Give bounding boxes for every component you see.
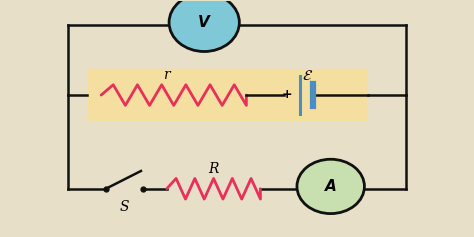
Text: r: r (164, 68, 170, 82)
Bar (87, 69, 368, 121)
Ellipse shape (169, 0, 239, 51)
Text: R: R (209, 162, 219, 176)
Text: $\mathcal{E}$: $\mathcal{E}$ (302, 68, 313, 83)
Bar (3, 1, 55, 236)
Text: S: S (120, 200, 129, 214)
Bar (419, 1, 471, 236)
Ellipse shape (297, 159, 365, 214)
Text: V: V (198, 15, 210, 30)
Text: A: A (325, 179, 337, 194)
Text: +: + (282, 88, 292, 101)
